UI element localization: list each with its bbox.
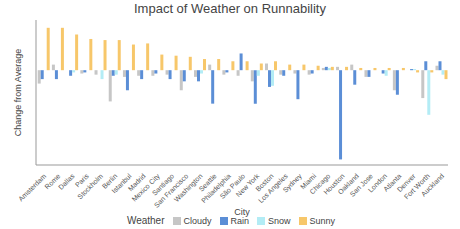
svg-text:San Jose: San Jose (348, 172, 375, 198)
html-text:Sunny: Sunny (309, 215, 336, 226)
svg-text:Seattle: Seattle (197, 172, 218, 193)
svg-text:San Francisco: San Francisco (152, 172, 190, 209)
svg-text:Oakland: Oakland (336, 172, 360, 196)
svg-text:Philadelphia: Philadelphia (200, 172, 232, 205)
svg-text:Stockholm: Stockholm (76, 172, 104, 200)
svg-text:Washington: Washington (172, 172, 204, 204)
svg-text:Denver: Denver (395, 172, 417, 194)
html-text:Rain: Rain (230, 215, 249, 226)
svg-text:Change from Average: Change from Average (13, 49, 23, 136)
svg-text:Paris: Paris (73, 172, 90, 189)
html-text:Cloudy: Cloudy (183, 215, 212, 226)
svg-text:Miami: Miami (299, 172, 318, 191)
svg-text:São Paulo: São Paulo (218, 172, 247, 201)
svg-text:London: London (366, 172, 389, 194)
html-text:Impact of Weather on Runnabili: Impact of Weather on Runnability (134, 1, 326, 16)
svg-text:Boston: Boston (254, 172, 275, 193)
svg-text:Atlanta: Atlanta (382, 172, 403, 193)
svg-text:City: City (234, 207, 250, 217)
html-text:Snow: Snow (268, 215, 291, 226)
html-text:Weather: Weather (126, 215, 165, 226)
svg-text:Fort Worth: Fort Worth (402, 172, 431, 201)
svg-text:Houston: Houston (322, 172, 346, 196)
svg-text:Madrid: Madrid (126, 172, 147, 193)
svg-text:Rome: Rome (43, 172, 62, 191)
svg-text:New York: New York (234, 172, 261, 199)
svg-text:Amsterdam: Amsterdam (17, 172, 47, 202)
svg-text:Istanbul: Istanbul (110, 172, 133, 195)
svg-text:Dallas: Dallas (57, 172, 76, 191)
svg-text:Mexico City: Mexico City (130, 172, 161, 203)
svg-text:Santiago: Santiago (150, 172, 176, 197)
svg-text:Chicago: Chicago (308, 172, 332, 196)
svg-text:Auckland: Auckland (420, 172, 445, 197)
svg-text:Berlin: Berlin (100, 172, 119, 190)
svg-text:Los Angeles: Los Angeles (256, 172, 289, 205)
svg-text:Sydney: Sydney (281, 172, 303, 194)
